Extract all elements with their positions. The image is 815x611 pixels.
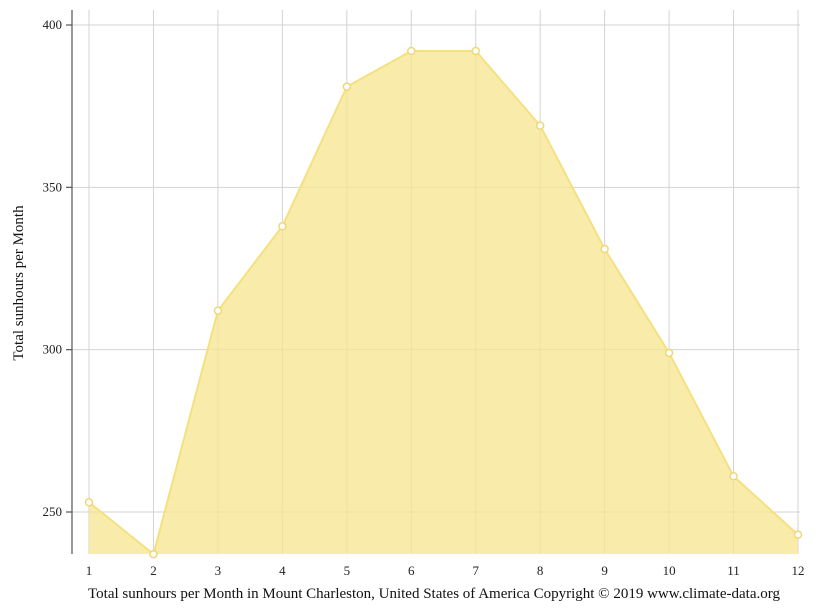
area-series (88, 49, 799, 556)
data-point (535, 121, 545, 130)
x-tick-label: 6 (408, 563, 415, 578)
y-tick-label: 400 (43, 17, 63, 32)
x-axis-label: Total sunhours per Month in Mount Charle… (88, 586, 780, 602)
x-tick-label: 10 (663, 563, 676, 578)
data-markers (84, 46, 803, 559)
data-point (278, 222, 287, 231)
data-point (407, 46, 416, 56)
axes (66, 10, 73, 554)
x-tick-label: 8 (537, 563, 544, 578)
x-tick-label: 5 (344, 563, 351, 578)
x-tick-label: 9 (601, 563, 608, 578)
data-point (793, 530, 803, 539)
x-tick-label: 7 (472, 563, 479, 578)
data-point (471, 46, 480, 56)
x-tick-label: 3 (215, 563, 222, 578)
y-tick-label: 300 (43, 342, 63, 357)
data-point (600, 244, 609, 254)
y-tick-label: 350 (43, 179, 63, 194)
y-tick-label: 250 (43, 504, 63, 519)
x-tick-label: 11 (727, 563, 740, 578)
y-axis-label: Total sunhours per Month (11, 205, 27, 361)
data-point (213, 306, 223, 315)
data-point (664, 348, 674, 358)
data-point (149, 549, 158, 559)
data-point (342, 82, 352, 91)
data-point (729, 472, 738, 481)
data-point (84, 498, 94, 507)
x-tick-label: 2 (150, 563, 157, 578)
x-tick-label: 4 (279, 563, 286, 578)
area-fill (89, 50, 798, 555)
x-tick-label: 1 (86, 563, 93, 578)
x-tick-label: 12 (792, 563, 805, 578)
series-line (88, 49, 799, 556)
